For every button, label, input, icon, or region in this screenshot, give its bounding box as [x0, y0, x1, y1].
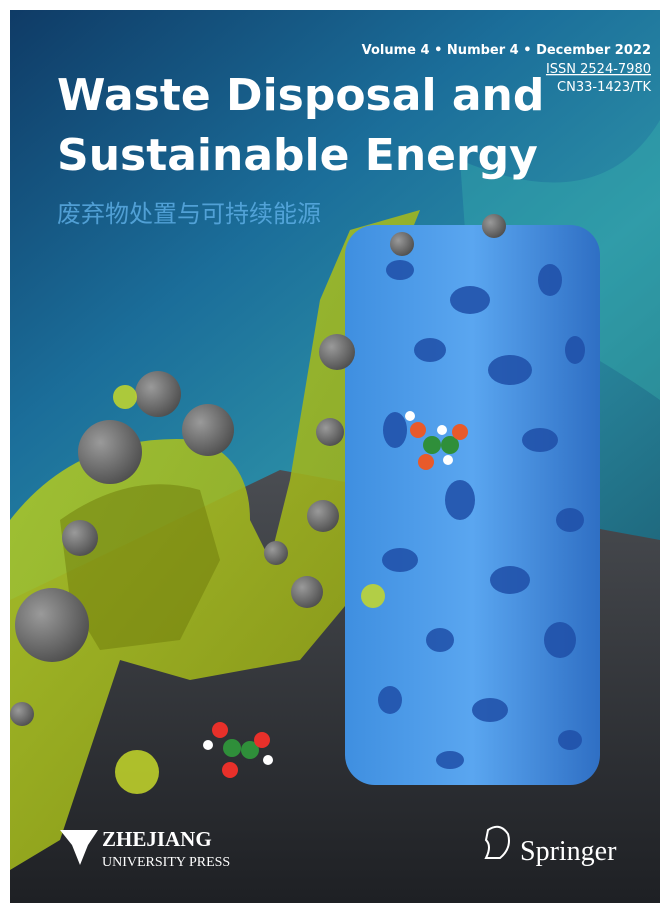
page: Volume 4 • Number 4 • December 2022 ISSN… [0, 0, 665, 912]
chinese-title: 废弃物处置与可持续能源 [57, 200, 321, 228]
issn: ISSN 2524-7980 [546, 62, 651, 77]
cn-number: CN33-1423/TK [557, 80, 651, 95]
publisher-sub: UNIVERSITY PRESS [102, 855, 230, 870]
title-line: Waste Disposal and [57, 70, 544, 121]
springer: Springer [520, 836, 617, 867]
publisher-name: ZHEJIANG [102, 827, 212, 851]
title-line: Sustainable Energy [57, 130, 538, 181]
cover: Volume 4 • Number 4 • December 2022 ISSN… [0, 0, 665, 912]
issue-line: Volume 4 • Number 4 • December 2022 [362, 43, 651, 58]
